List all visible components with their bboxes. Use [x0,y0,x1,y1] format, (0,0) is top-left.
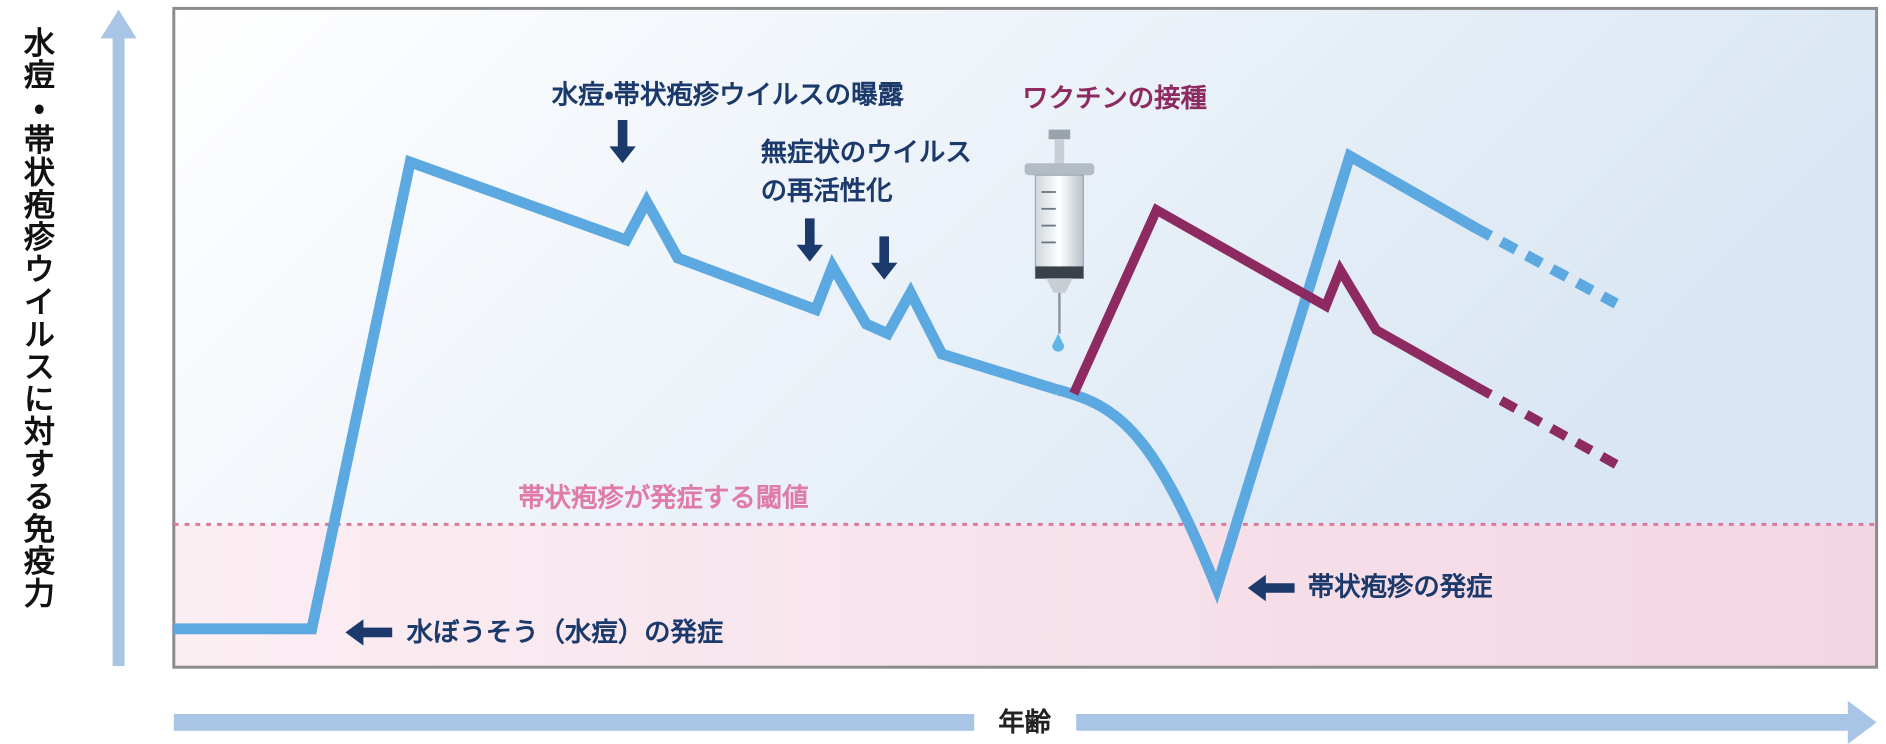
vaccination-label: ワクチンの接種 [1022,83,1207,114]
x-axis-arrow [1076,701,1876,744]
diagram: 水痘・帯状疱疹ウイルスに対する免疫力 年齢 水痘・帯状疱疹ウイルスの曝露 無症状… [0,0,1886,744]
threshold-label: 帯状疱疹が発症する閾値 [518,483,808,514]
reactivation-label: の再活性化 [761,176,894,207]
y-axis-label: 水痘・帯状疱疹ウイルスに対する免疫力 [18,26,56,609]
shingles-onset-label: 帯状疱疹の発症 [1308,572,1493,603]
x-axis-label: 年齢 [998,707,1051,738]
reactivation-label: 無症状のウイルス [761,137,972,168]
x-axis-bar [174,714,974,731]
exposure-label: 水痘・帯状疱疹ウイルスの曝露 [551,80,905,111]
chickenpox-onset-label: 水ぼうそう（水痘）の発症 [406,617,724,648]
y-axis-arrow [101,10,137,666]
